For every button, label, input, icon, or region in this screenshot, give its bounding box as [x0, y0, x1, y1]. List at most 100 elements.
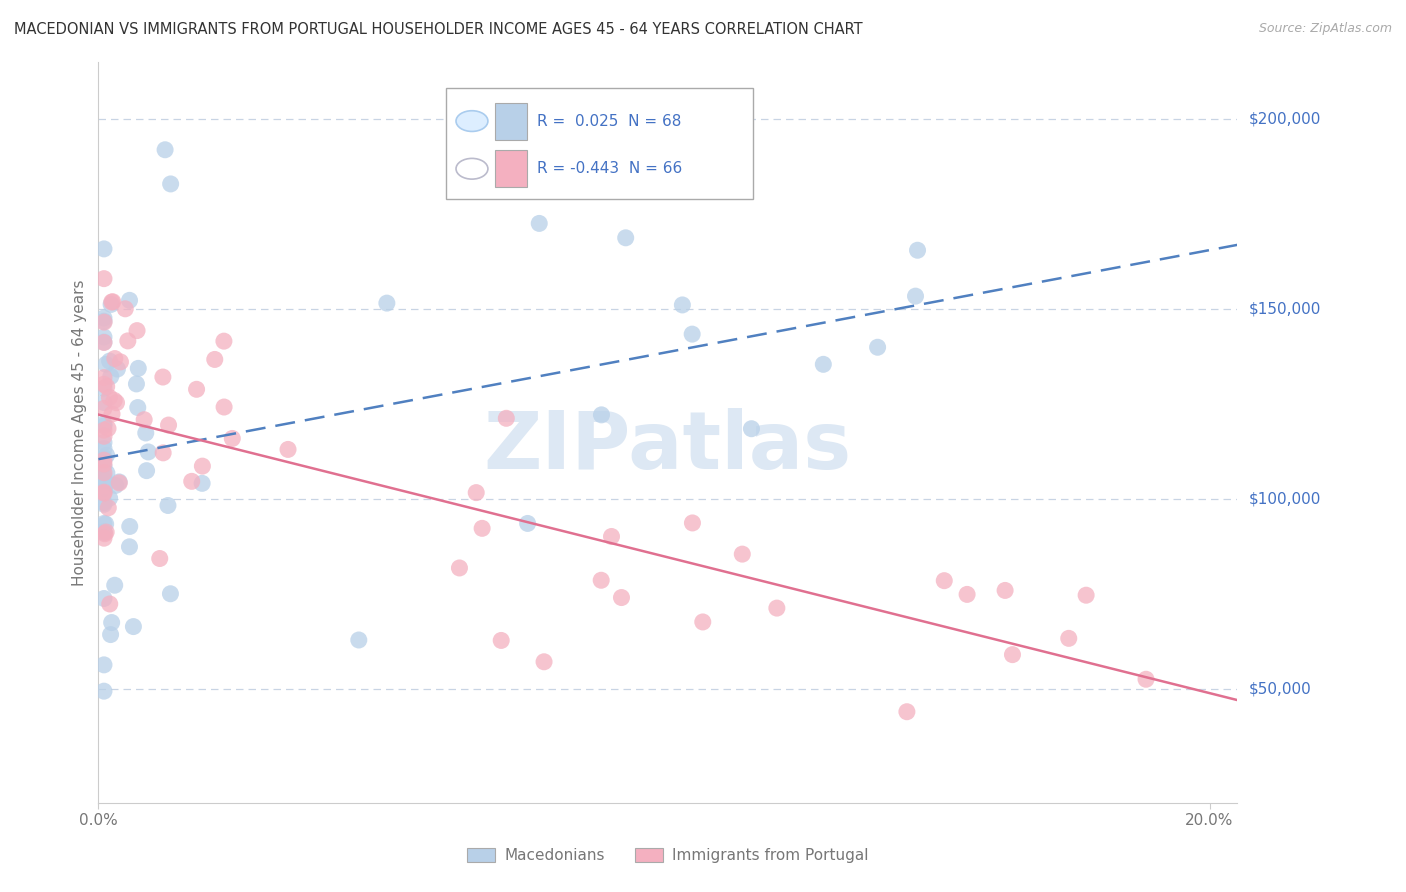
Point [93, 381, 115, 395]
Point [159, 587, 181, 601]
Point [495, 411, 517, 425]
Point [118, 540, 141, 554]
Point [671, 298, 693, 312]
Text: $150,000: $150,000 [1249, 301, 1322, 317]
Point [105, 395, 128, 409]
Point [94, 516, 117, 531]
Point [93, 466, 115, 480]
Point [152, 370, 174, 384]
Text: $200,000: $200,000 [1249, 112, 1322, 127]
Point [135, 425, 157, 440]
Point [93, 516, 115, 531]
Point [122, 619, 145, 633]
Point [212, 400, 235, 414]
Point [93, 242, 115, 256]
Point [516, 516, 538, 531]
Point [591, 408, 613, 422]
Point [156, 499, 179, 513]
Point [127, 401, 149, 415]
Point [907, 244, 929, 258]
Point [94, 357, 117, 371]
Point [813, 357, 835, 371]
Point [934, 574, 956, 588]
Point [118, 293, 141, 308]
Bar [495, 103, 527, 139]
Point [93, 459, 115, 474]
Point [1135, 672, 1157, 686]
Text: $100,000: $100,000 [1249, 491, 1322, 507]
Circle shape [456, 111, 488, 131]
Point [449, 561, 471, 575]
Point [108, 475, 131, 489]
Point [117, 334, 139, 348]
Point [93, 474, 115, 488]
Point [98, 597, 121, 611]
Point [692, 615, 714, 629]
Point [97, 500, 120, 515]
Point [614, 231, 637, 245]
Point [107, 362, 129, 376]
Point [731, 547, 754, 561]
Point [93, 497, 115, 511]
Point [180, 475, 202, 489]
Point [93, 525, 115, 540]
Point [149, 551, 172, 566]
Point [153, 143, 176, 157]
Point [610, 591, 633, 605]
Point [152, 446, 174, 460]
Point [956, 587, 979, 601]
Point [93, 481, 115, 495]
Point [157, 418, 180, 433]
Point [114, 301, 136, 316]
Point [127, 361, 149, 376]
Point [471, 521, 494, 535]
Point [94, 474, 117, 488]
Point [96, 466, 118, 480]
Point [100, 627, 122, 641]
Point [1074, 588, 1097, 602]
Point [1001, 648, 1024, 662]
Bar [495, 150, 527, 187]
Text: R =  0.025  N = 68: R = 0.025 N = 68 [537, 113, 682, 128]
Point [134, 413, 156, 427]
Point [135, 464, 157, 478]
Point [93, 531, 115, 545]
Point [100, 295, 122, 310]
Point [212, 334, 235, 348]
Point [204, 352, 226, 367]
Legend: Macedonians, Immigrants from Portugal: Macedonians, Immigrants from Portugal [461, 842, 875, 869]
Point [96, 448, 118, 462]
Point [98, 391, 121, 405]
Point [93, 335, 115, 350]
Point [103, 393, 125, 408]
Point [533, 655, 555, 669]
Point [93, 442, 115, 456]
Point [93, 377, 115, 392]
Point [93, 423, 115, 437]
Point [591, 574, 613, 588]
Point [93, 429, 115, 443]
Point [100, 615, 122, 630]
Point [93, 450, 115, 465]
Point [104, 478, 127, 492]
Point [489, 633, 512, 648]
Point [93, 486, 115, 500]
Point [93, 314, 115, 328]
Point [136, 445, 159, 459]
Point [93, 417, 115, 431]
Text: Source: ZipAtlas.com: Source: ZipAtlas.com [1258, 22, 1392, 36]
Point [529, 216, 551, 230]
Point [93, 311, 115, 326]
Point [93, 453, 115, 467]
Point [866, 340, 889, 354]
Point [93, 370, 115, 384]
Point [277, 442, 299, 457]
Point [93, 330, 115, 344]
Point [96, 379, 118, 393]
Point [100, 297, 122, 311]
Point [766, 601, 789, 615]
Point [904, 289, 927, 303]
Point [104, 578, 127, 592]
Point [100, 369, 122, 384]
Point [101, 294, 124, 309]
